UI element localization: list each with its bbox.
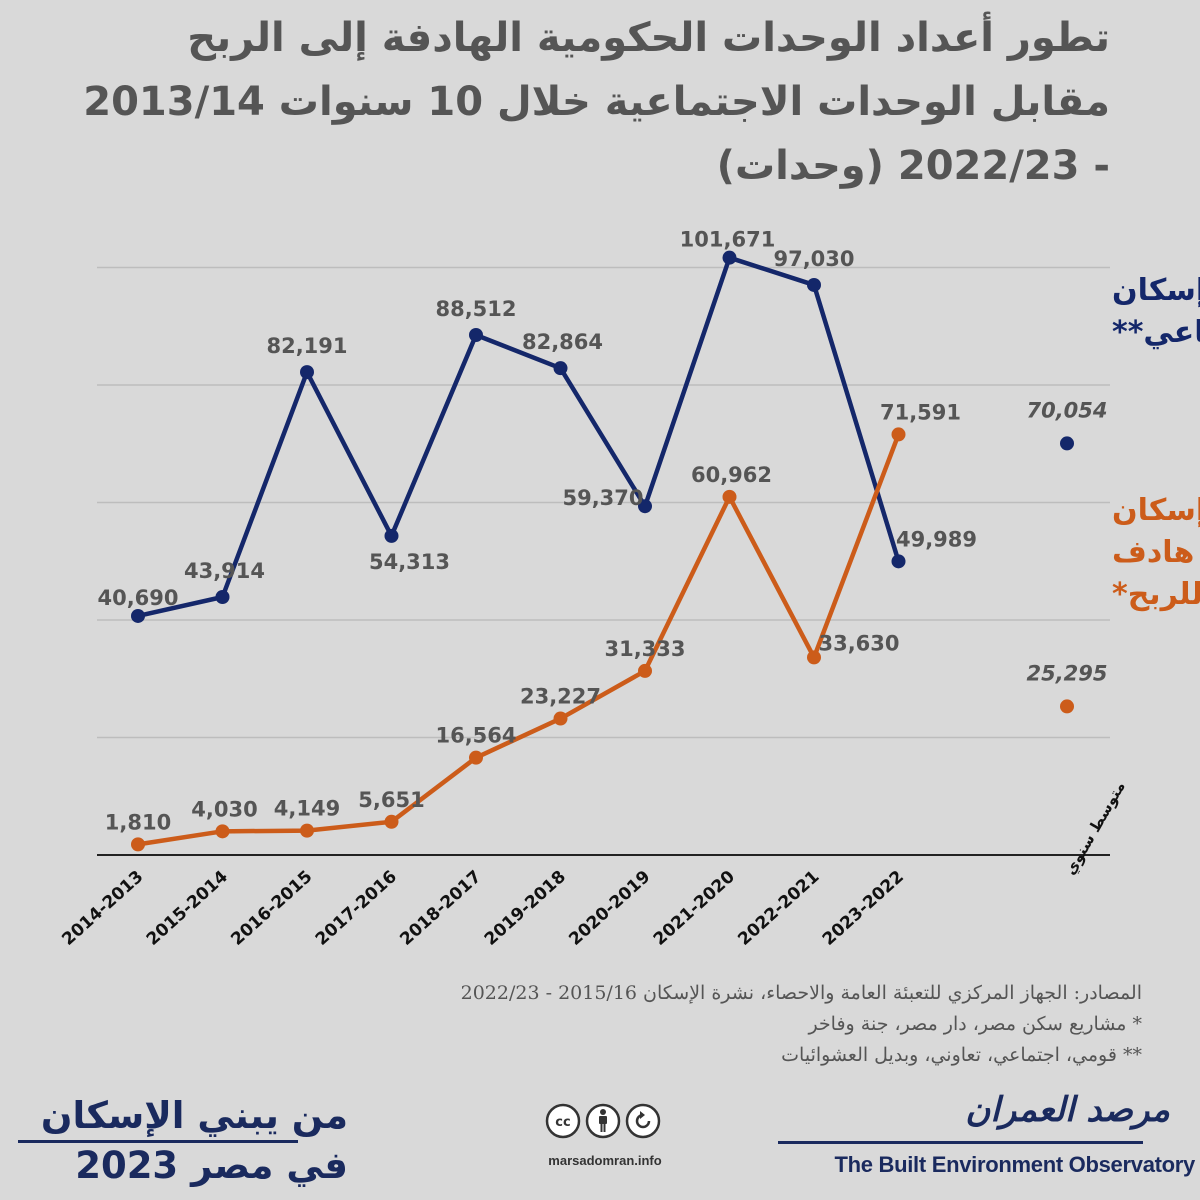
footnote-social: ** قومي، اجتماعي، تعاوني، وبديل العشوائي… (781, 1044, 1142, 1066)
data-point (215, 590, 230, 605)
data-label: 16,564 (435, 724, 516, 748)
book-title-underline (18, 1140, 298, 1143)
data-label: 82,191 (266, 334, 347, 358)
creative-commons-badge: cc (545, 1103, 661, 1139)
average-label: 25,295 (1026, 661, 1107, 685)
data-label: 31,333 (604, 637, 685, 661)
website-link[interactable]: marsadomran.info (548, 1153, 662, 1168)
book-title-second: في مصر 2023 (18, 1142, 348, 1190)
data-label: 4,030 (191, 797, 257, 821)
legend-label: هادف (1112, 535, 1194, 570)
data-label: 43,914 (184, 559, 265, 583)
x-tick-label: 2015-2014 (143, 867, 232, 950)
data-point (553, 361, 568, 376)
x-tick-label: 2023-2022 (819, 867, 908, 950)
data-point (891, 554, 906, 569)
x-tick-label: 2019-2018 (481, 867, 570, 950)
data-label: 33,630 (818, 631, 899, 655)
data-label: 5,651 (358, 788, 424, 812)
data-point (638, 499, 652, 514)
data-label: 49,989 (896, 527, 977, 551)
book-title-line-1: من يبني الإسكان (40, 1094, 348, 1137)
data-point (638, 663, 652, 678)
data-point (131, 608, 145, 623)
by-person-icon (585, 1103, 621, 1139)
series-line (137, 433, 901, 847)
average-point (1060, 436, 1074, 451)
data-label: 101,671 (680, 228, 776, 252)
data-point (553, 711, 568, 726)
chart-title: تطور أعداد الوحدات الحكومية الهادفة إلى … (10, 6, 1110, 198)
data-label: 60,962 (691, 463, 772, 487)
sources-block: المصادر: الجهاز المركزي للتعبئة العامة و… (242, 978, 1142, 1071)
data-label: 40,690 (97, 586, 178, 610)
legend-label: للربح* (1112, 577, 1200, 612)
x-tick-label-average: متوسط سنوي (1061, 778, 1130, 878)
data-point (469, 327, 483, 342)
data-label: 23,227 (520, 685, 601, 709)
org-logo-underline (778, 1141, 1143, 1144)
org-name-english: The Built Environment Observatory (834, 1152, 1195, 1177)
data-point (300, 823, 314, 838)
data-label: 59,370 (562, 486, 643, 510)
data-point (722, 489, 737, 504)
svg-text:cc: cc (555, 1115, 570, 1130)
data-label: 82,864 (522, 330, 603, 354)
data-point (131, 837, 145, 852)
x-tick-label: 2017-2016 (312, 867, 401, 950)
series-line (137, 255, 901, 619)
title-line-2: مقابل الوحدات الاجتماعية خلال 10 سنوات 2… (83, 79, 1110, 125)
data-point (891, 427, 906, 442)
data-point (300, 365, 314, 380)
average-label: 70,054 (1026, 398, 1107, 422)
data-label: 97,030 (773, 247, 854, 271)
x-tick-label: 2014-2013 (58, 867, 147, 950)
footnote-for-profit: * مشاريع سكن مصر، دار مصر، جنة وفاخر (808, 1013, 1142, 1035)
data-point (722, 250, 737, 265)
x-tick-label: 2021-2020 (650, 867, 739, 950)
x-tick-label: 2018-2017 (396, 867, 485, 950)
sources-line: المصادر: الجهاز المركزي للتعبئة العامة و… (460, 982, 1142, 1004)
data-point (469, 750, 483, 765)
book-title: من يبني الإسكان (18, 1092, 348, 1140)
data-point (807, 650, 821, 665)
data-label: 4,149 (274, 797, 340, 821)
data-label: 1,810 (105, 810, 171, 834)
x-tick-label: 2016-2015 (227, 867, 316, 950)
nd-icon (625, 1103, 661, 1139)
data-label: 54,313 (369, 550, 450, 574)
legend-label: إجتماعي** (1112, 315, 1200, 350)
data-point (384, 814, 399, 829)
data-label: 88,512 (435, 297, 516, 321)
x-tick-label: 2022-2021 (734, 867, 823, 950)
data-point (215, 824, 230, 839)
average-point (1060, 699, 1074, 714)
x-tick-label: 2020-2019 (565, 867, 654, 950)
data-point (384, 528, 399, 543)
data-point (807, 277, 821, 292)
data-label: 71,591 (880, 400, 961, 424)
cc-icon: cc (545, 1103, 581, 1139)
legend-label: إسكان (1112, 493, 1200, 528)
org-logo-arabic: مرصد العمران (965, 1090, 1170, 1130)
legend-label: إسكان (1112, 273, 1200, 308)
title-line-3: - 2022/23 (وحدات) (716, 143, 1110, 189)
book-title-line-2: في مصر 2023 (75, 1144, 348, 1187)
title-line-1: تطور أعداد الوحدات الحكومية الهادفة إلى … (187, 15, 1110, 61)
